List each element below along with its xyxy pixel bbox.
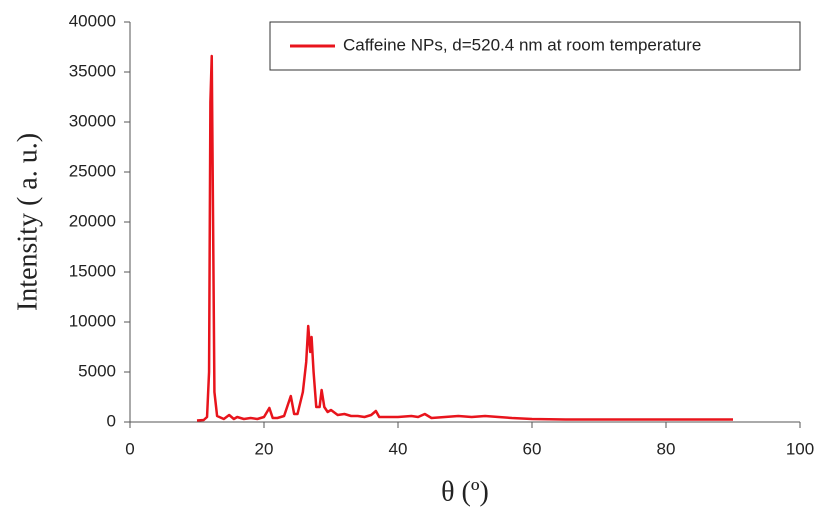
y-tick-label: 5000 <box>78 361 116 380</box>
x-tick-label: 20 <box>255 439 274 458</box>
y-tick-label: 35000 <box>69 61 116 80</box>
y-tick-label: 10000 <box>69 311 116 330</box>
x-tick-label: 100 <box>786 439 814 458</box>
legend-box <box>269 21 801 71</box>
x-tick-label: 60 <box>523 439 542 458</box>
y-axis-title: Intensity ( a. u.) <box>12 133 43 311</box>
y-tick-label: 0 <box>107 411 116 430</box>
legend-label: Caffeine NPs, d=520.4 nm at room tempera… <box>343 35 701 54</box>
y-tick-label: 15000 <box>69 261 116 280</box>
x-tick-label: 40 <box>389 439 408 458</box>
y-tick-label: 20000 <box>69 211 116 230</box>
y-tick-label: 25000 <box>69 161 116 180</box>
x-axis-title: θ (º) <box>441 476 489 507</box>
data-line <box>196 54 733 422</box>
y-tick-label: 40000 <box>69 11 116 30</box>
x-tick-label: 80 <box>657 439 676 458</box>
x-tick-label: 0 <box>125 439 134 458</box>
y-tick-label: 30000 <box>69 111 116 130</box>
